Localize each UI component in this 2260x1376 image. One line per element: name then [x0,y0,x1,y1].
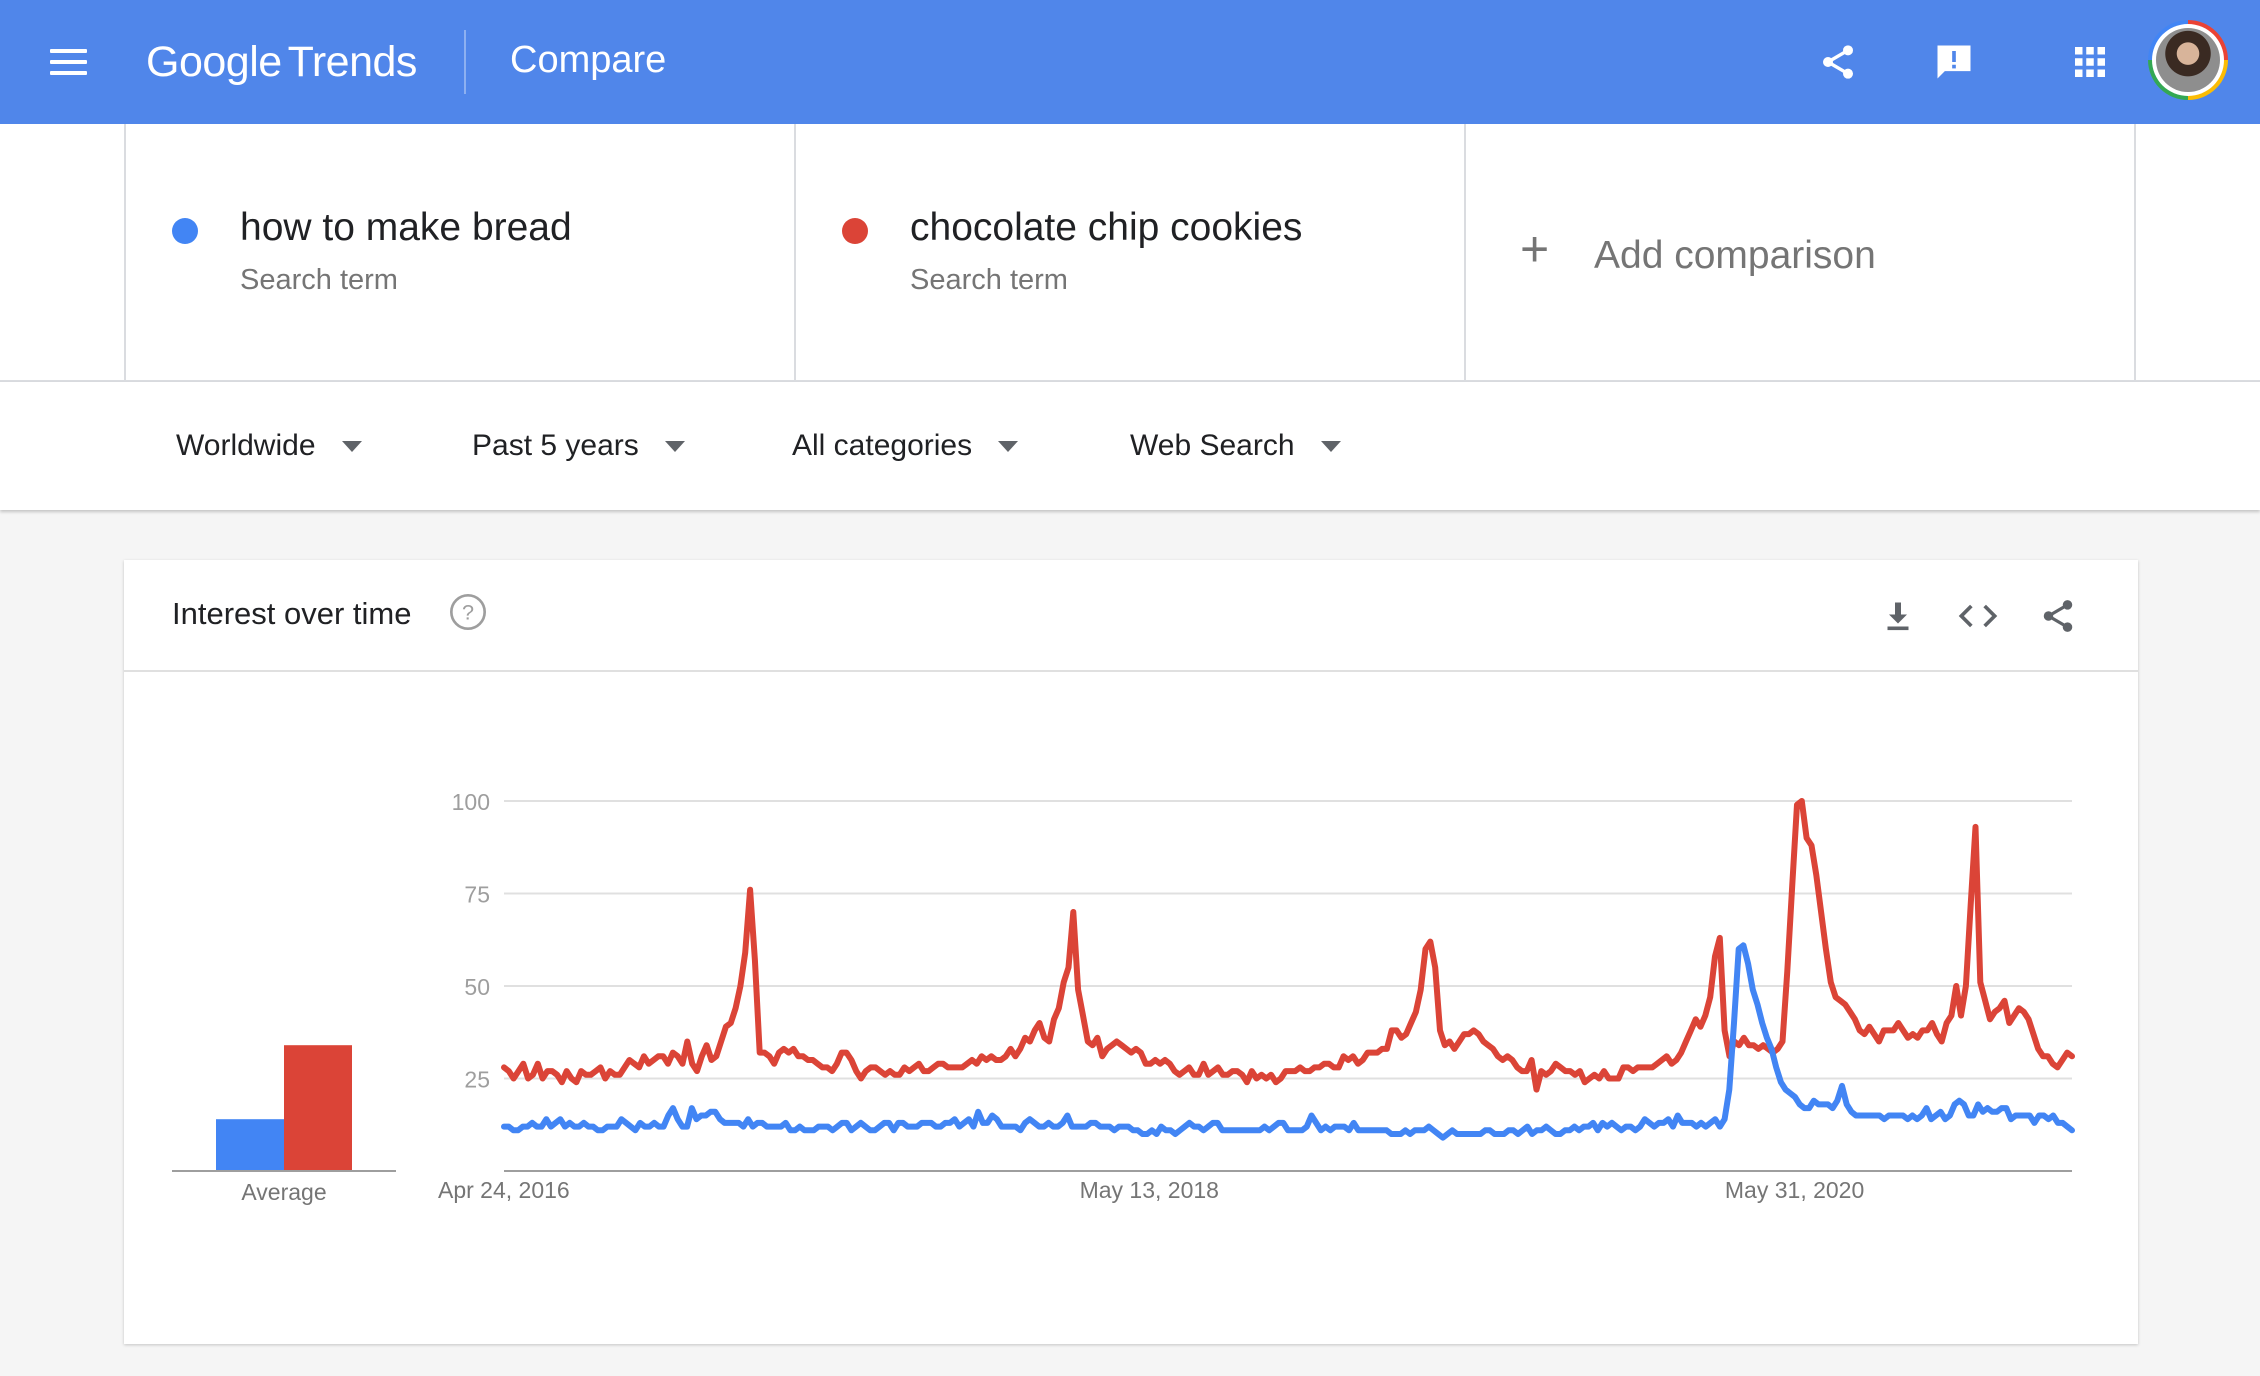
google-trends-logo[interactable]: Google Trends [146,34,417,90]
interest-over-time-card: Interest over time ? [124,560,2138,1344]
profile-photo [2156,28,2220,92]
download-icon[interactable] [1870,588,1926,644]
term-name: how to make bread [240,206,572,249]
apps-icon[interactable] [2060,32,2120,92]
chevron-down-icon [341,440,362,452]
feedback-icon[interactable] [1924,32,1984,92]
filter-bar: Worldwide Past 5 years All categories We… [0,382,2260,510]
term-type: Search term [910,264,1068,296]
term-color-dot [172,218,198,244]
category-dropdown[interactable]: All categories [792,422,1019,470]
chevron-down-icon [998,440,1019,452]
svg-text:?: ? [462,600,474,625]
plus-icon: + [1520,221,1550,277]
logo-google-text: Google [146,38,282,86]
header-divider [464,30,466,94]
region-label: Worldwide [176,429,316,462]
share-icon[interactable] [1808,32,1868,92]
card-header: Interest over time ? [124,560,2138,672]
search-type-label: Web Search [1130,429,1295,462]
term-name: chocolate chip cookies [910,206,1303,249]
add-comparison-label: Add comparison [1594,234,1876,277]
region-dropdown[interactable]: Worldwide [176,422,362,470]
logo-trends-text: Trends [287,38,418,86]
menu-icon[interactable] [44,42,94,82]
term-card-1[interactable]: how to make bread Search term [124,124,794,380]
comparison-row: how to make bread Search term chocolate … [0,124,2260,382]
card-title: Interest over time [172,596,412,631]
chevron-down-icon [664,440,685,452]
time-range-label: Past 5 years [472,429,639,462]
page-title: Compare [510,39,667,81]
app-bar: Google Trends Compare [0,0,2260,124]
term-type: Search term [240,264,398,296]
term-color-dot [842,218,868,244]
category-label: All categories [792,429,973,462]
add-comparison-button[interactable]: + Add comparison [1464,124,2136,380]
share-icon[interactable] [2030,588,2086,644]
embed-icon[interactable] [1950,588,2006,644]
avatar[interactable] [2148,20,2228,100]
term-card-2[interactable]: chocolate chip cookies Search term [794,124,1464,380]
help-icon[interactable]: ? [448,592,488,632]
chevron-down-icon [1320,440,1341,452]
time-range-dropdown[interactable]: Past 5 years [472,422,685,470]
search-type-dropdown[interactable]: Web Search [1130,422,1341,470]
